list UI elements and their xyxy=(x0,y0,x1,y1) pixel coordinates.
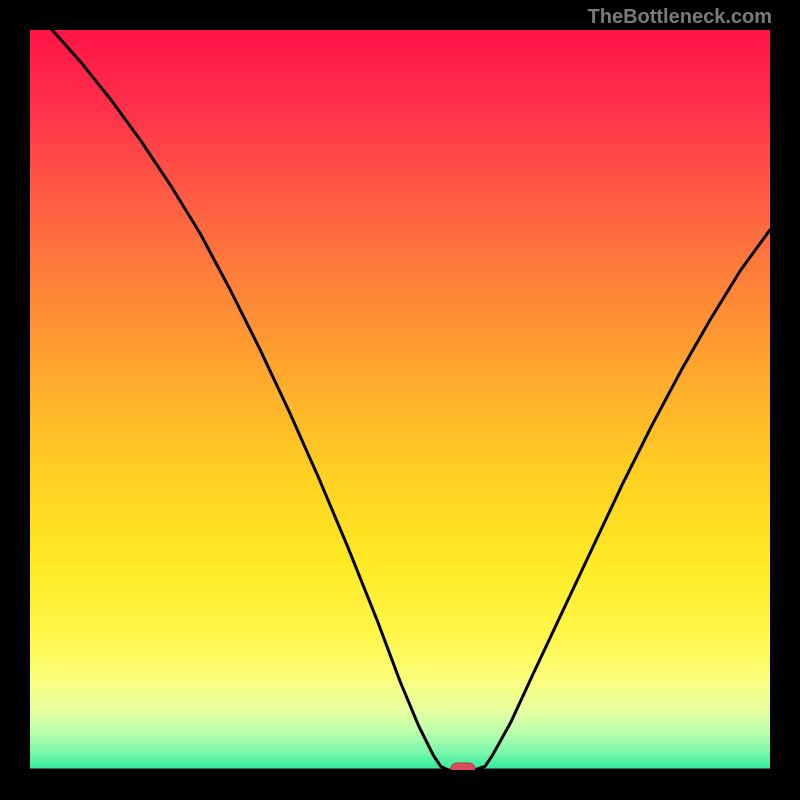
watermark-text: TheBottleneck.com xyxy=(588,6,772,29)
plot-area xyxy=(30,30,770,770)
minimum-marker xyxy=(451,763,475,770)
curve-layer xyxy=(30,30,770,770)
bottleneck-curve xyxy=(52,30,770,770)
chart-container: TheBottleneck.com xyxy=(0,0,800,800)
